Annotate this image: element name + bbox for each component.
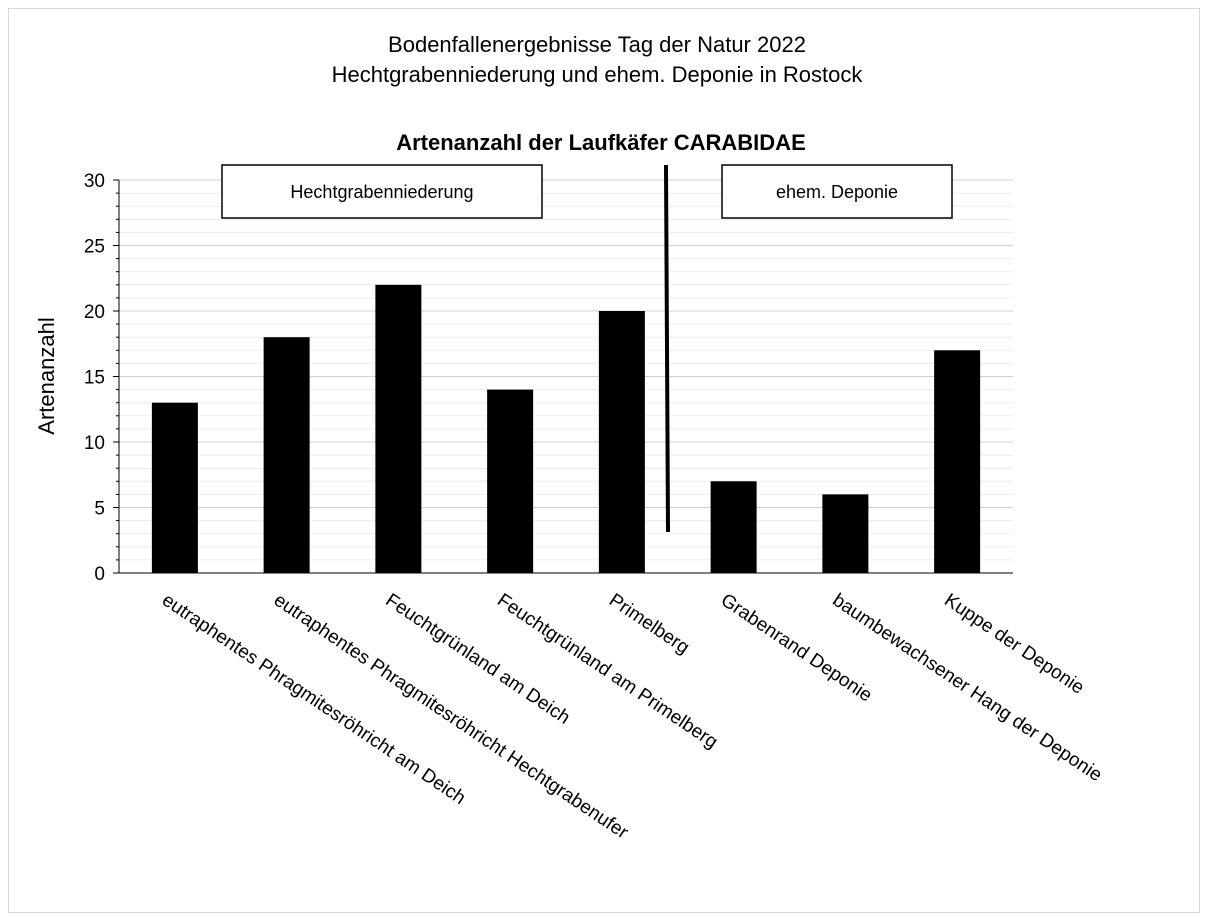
annotation-right-box xyxy=(721,164,953,219)
chart-subtitle: Artenanzahl der Laufkäfer CARABIDAE xyxy=(396,130,806,155)
y-tick-label: 0 xyxy=(94,564,105,585)
bar xyxy=(934,350,981,573)
bar xyxy=(598,311,645,573)
y-tick-label: 20 xyxy=(84,302,105,323)
x-tick-label: Primelberg xyxy=(605,590,693,659)
bar xyxy=(710,481,757,573)
bar xyxy=(151,402,198,573)
x-tick-label: Feuchtgrünland am Primelberg xyxy=(493,590,721,753)
chart-title-line2: Hechtgrabenniederung und ehem. Deponie i… xyxy=(332,62,864,87)
annotation-right-group: ehem. Deponie xyxy=(721,164,953,219)
y-tick-label: 25 xyxy=(84,237,105,258)
y-tick-label: 30 xyxy=(84,171,105,192)
annotation-right-text: ehem. Deponie xyxy=(776,182,898,202)
bar xyxy=(375,284,422,573)
annotation-left-group: Hechtgrabenniederung xyxy=(221,164,543,219)
annotation-left-text: Hechtgrabenniederung xyxy=(290,182,473,202)
y-tick-label: 15 xyxy=(84,368,105,389)
chart-frame xyxy=(8,8,1200,913)
bars xyxy=(151,284,981,573)
x-tick-label: Feuchtgrünland am Deich xyxy=(382,590,574,729)
chart-title-line1: Bodenfallenergebnisse Tag der Natur 2022 xyxy=(388,32,806,57)
annotation-left-box xyxy=(221,164,543,219)
y-tick-label: 5 xyxy=(94,499,105,520)
group-divider-line xyxy=(664,164,670,533)
y-tick-label: 10 xyxy=(84,433,105,454)
y-axis-label: Artenanzahl xyxy=(34,317,59,434)
bar xyxy=(263,337,310,573)
y-axis: 0 5 10 15 20 25 30 xyxy=(84,171,1013,585)
x-axis-labels: eutraphentes Phragmitesröhricht am Deich… xyxy=(158,590,1106,844)
gridlines xyxy=(119,179,1013,561)
bar xyxy=(487,389,534,573)
bar xyxy=(822,494,869,573)
